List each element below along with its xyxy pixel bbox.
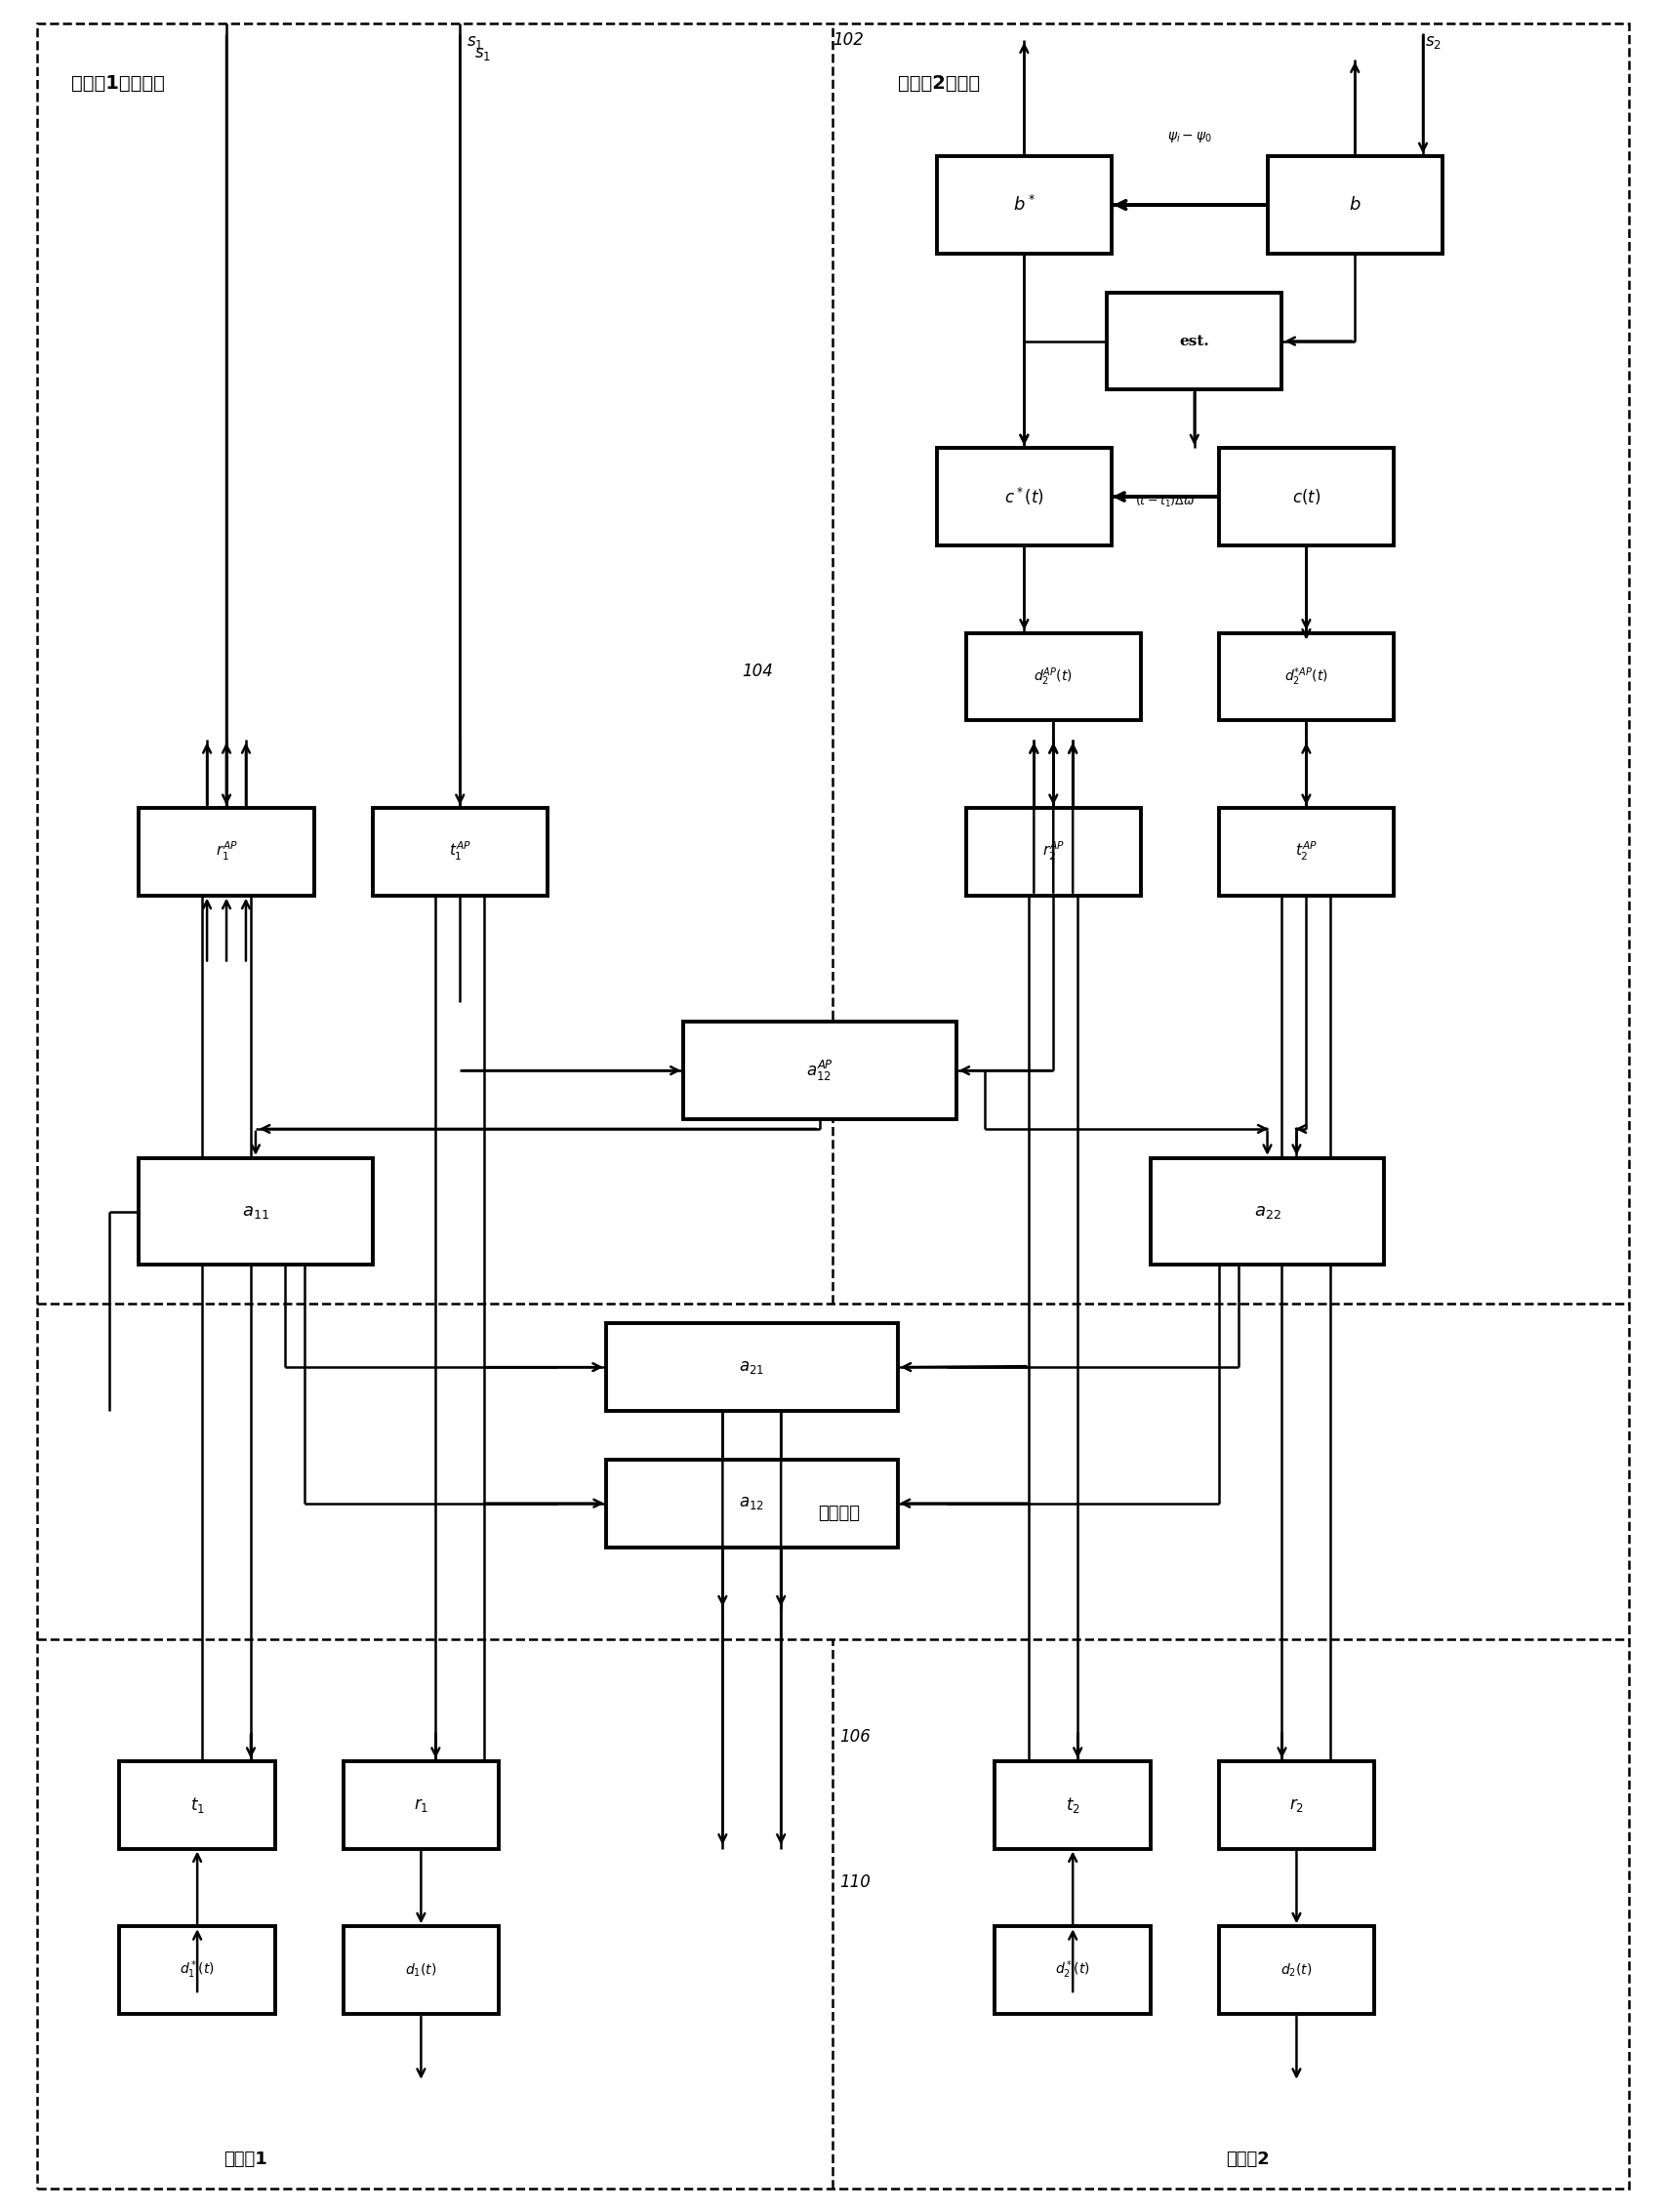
Text: $t_1$: $t_1$	[190, 1794, 205, 1814]
Text: $c^*(t)$: $c^*(t)$	[1005, 487, 1045, 507]
Text: 空中接口: 空中接口	[818, 1504, 860, 1522]
Text: $d_2^{*AP}(t)$: $d_2^{*AP}(t)$	[1284, 666, 1328, 688]
Text: $t_1^{AP}$: $t_1^{AP}$	[448, 841, 471, 863]
Text: 102: 102	[833, 31, 863, 49]
Text: $(t-t_1)\Delta\omega$: $(t-t_1)\Delta\omega$	[1135, 493, 1195, 509]
Text: $s_1$: $s_1$	[475, 44, 491, 62]
Bar	[120, 1761, 275, 1849]
Text: 110: 110	[840, 1874, 870, 1891]
Text: $r_2$: $r_2$	[1289, 1796, 1304, 1814]
Text: $s_1$: $s_1$	[466, 33, 483, 51]
Text: $c(t)$: $c(t)$	[1293, 487, 1321, 507]
Bar	[373, 807, 548, 896]
Text: 客户端2: 客户端2	[1226, 2150, 1269, 2168]
Bar	[606, 1323, 898, 1411]
Text: $\psi_i - \psi_0$: $\psi_i - \psi_0$	[1168, 131, 1211, 144]
Bar	[1220, 449, 1394, 546]
Text: $d_2^*(t)$: $d_2^*(t)$	[1055, 1960, 1090, 1982]
Bar	[1106, 292, 1281, 389]
Text: $a_{21}$: $a_{21}$	[740, 1358, 765, 1376]
Bar	[1220, 633, 1394, 721]
Text: $a_{12}^{AP}$: $a_{12}^{AP}$	[806, 1057, 833, 1082]
Text: $t_2$: $t_2$	[1066, 1794, 1080, 1814]
Bar	[936, 449, 1111, 546]
Text: $t_2^{AP}$: $t_2^{AP}$	[1294, 841, 1318, 863]
Bar	[1220, 1761, 1374, 1849]
Text: $r_1^{AP}$: $r_1^{AP}$	[215, 841, 238, 863]
Bar	[683, 1022, 956, 1119]
Bar	[1268, 157, 1443, 254]
Bar	[966, 807, 1141, 896]
Text: 接入点1（引导）: 接入点1（引导）	[72, 73, 165, 93]
Text: est.: est.	[1180, 334, 1210, 347]
Text: $a_{22}$: $a_{22}$	[1254, 1203, 1281, 1221]
Bar	[966, 633, 1141, 721]
Text: $d_2(t)$: $d_2(t)$	[1281, 1962, 1313, 1978]
Text: $d_1(t)$: $d_1(t)$	[405, 1962, 436, 1978]
Text: $r_1$: $r_1$	[413, 1796, 428, 1814]
Text: 客户端1: 客户端1	[223, 2150, 268, 2168]
Bar	[936, 157, 1111, 254]
Bar	[995, 1761, 1151, 1849]
Bar	[995, 1927, 1151, 2013]
Text: $b$: $b$	[1349, 197, 1361, 215]
Text: $r_2^{AP}$: $r_2^{AP}$	[1043, 841, 1065, 863]
Bar	[138, 1159, 373, 1265]
Bar	[1151, 1159, 1384, 1265]
Bar	[120, 1927, 275, 2013]
Bar	[343, 1927, 498, 2013]
Text: 接入点2（从）: 接入点2（从）	[898, 73, 980, 93]
Bar	[1220, 1927, 1374, 2013]
Text: $a_{11}$: $a_{11}$	[242, 1203, 270, 1221]
Text: $b^*$: $b^*$	[1013, 195, 1036, 215]
Text: 104: 104	[741, 664, 773, 681]
Text: $a_{12}$: $a_{12}$	[740, 1495, 765, 1511]
Bar	[138, 807, 313, 896]
Text: 106: 106	[840, 1728, 870, 1745]
Bar	[343, 1761, 498, 1849]
Text: $s_2$: $s_2$	[1424, 33, 1441, 51]
Text: $d_2^{AP}(t)$: $d_2^{AP}(t)$	[1035, 666, 1073, 688]
Bar	[606, 1460, 898, 1546]
Text: $d_1^*(t)$: $d_1^*(t)$	[180, 1960, 215, 1982]
Bar	[1220, 807, 1394, 896]
